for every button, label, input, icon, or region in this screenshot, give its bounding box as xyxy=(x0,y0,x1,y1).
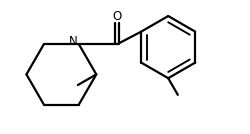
Text: N: N xyxy=(69,35,78,48)
Text: O: O xyxy=(113,10,122,23)
